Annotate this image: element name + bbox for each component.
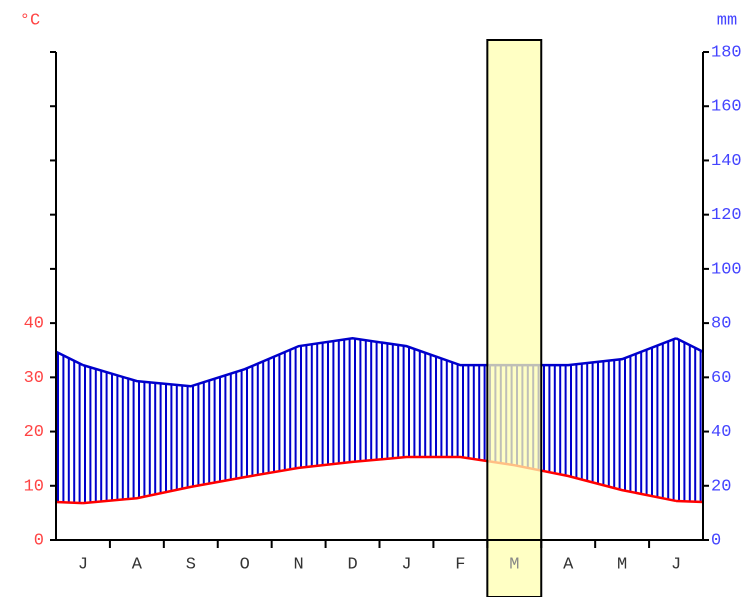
y2-tick-label: 60	[711, 369, 731, 388]
x-tick-label: F	[455, 555, 465, 574]
x-tick-label: M	[617, 555, 627, 574]
line-edge	[55, 500, 84, 505]
y-tick-label: 10	[24, 477, 44, 496]
x-tick-label: J	[671, 555, 681, 574]
highlight-column	[486, 39, 543, 597]
x-tick-label: A	[563, 555, 574, 574]
data-line	[82, 337, 677, 388]
x-tick-label: J	[78, 555, 88, 574]
y2-tick-label: 100	[711, 260, 742, 279]
line-edge	[675, 337, 704, 353]
y-tick-label: 0	[34, 531, 44, 550]
y2-tick-label: 180	[711, 43, 742, 62]
y-unit: °C	[20, 11, 40, 30]
y-tick-label: 40	[24, 315, 44, 334]
y2-tick-label: 20	[711, 477, 731, 496]
x-tick-label: A	[132, 555, 143, 574]
x-tick-label: M	[509, 555, 519, 574]
y2-tick-label: 40	[711, 423, 731, 442]
y-tick-label: 20	[24, 423, 44, 442]
y2-tick-label: 0	[711, 531, 721, 550]
x-tick-label: S	[186, 555, 196, 574]
y2-tick-label: 160	[711, 98, 742, 117]
y2-unit: mm	[717, 11, 737, 30]
x-tick-label: O	[240, 555, 250, 574]
line-edge	[675, 499, 704, 504]
x-tick-label: N	[294, 555, 304, 574]
x-tick-label: J	[401, 555, 411, 574]
plot: 0 10 20 30 40 0 20 40 60 80 100 120 140 160 180 J A S O N D J…	[24, 39, 742, 597]
hatch-area	[57, 338, 702, 504]
data-line	[82, 455, 677, 505]
y2-tick-label: 120	[711, 206, 742, 225]
y2-tick-label: 140	[711, 152, 742, 171]
line-edge	[55, 350, 84, 367]
x-tick-label: D	[347, 555, 357, 574]
y-tick-label: 30	[24, 369, 44, 388]
y2-tick-label: 80	[711, 315, 731, 334]
